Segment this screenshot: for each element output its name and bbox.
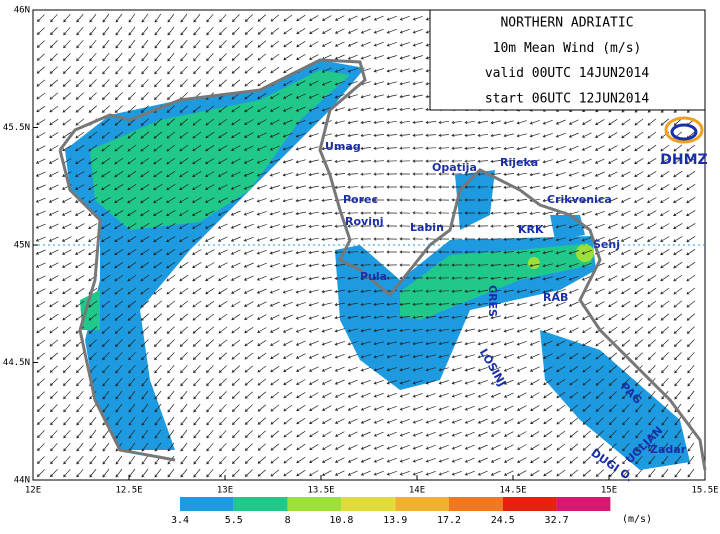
colorbar-label: 17.2 bbox=[437, 515, 461, 526]
place-label: Senj bbox=[593, 238, 620, 251]
colorbar-segment bbox=[556, 497, 611, 511]
zone-mid bbox=[400, 243, 592, 320]
place-label: Rovinj bbox=[345, 215, 384, 228]
y-tick-label: 45.5N bbox=[3, 123, 30, 133]
x-tick-label: 12.5E bbox=[115, 486, 142, 496]
place-label: Zadar bbox=[650, 443, 687, 456]
title-lines: NORTHERN ADRIATIC 10m Mean Wind (m/s) vali… bbox=[485, 16, 650, 107]
zone-high bbox=[528, 257, 540, 269]
title-line: 10m Mean Wind (m/s) bbox=[493, 41, 642, 56]
y-tick-label: 44N bbox=[14, 476, 30, 486]
wind-arrows bbox=[35, 13, 696, 478]
x-tick-label: 15E bbox=[601, 486, 617, 496]
colorbar-segment bbox=[233, 497, 288, 511]
colorbar-label: 3.4 bbox=[171, 515, 189, 526]
colorbar-label: 24.5 bbox=[491, 515, 515, 526]
colorbar-segment bbox=[287, 497, 342, 511]
colorbar-segment bbox=[502, 497, 557, 511]
x-tick-label: 14E bbox=[409, 486, 425, 496]
colorbar-label: 13.9 bbox=[383, 515, 407, 526]
place-label: Labin bbox=[410, 221, 444, 234]
zone-low bbox=[540, 330, 690, 470]
colorbar-segment bbox=[449, 497, 503, 511]
title-line: NORTHERN ADRIATIC bbox=[500, 16, 633, 31]
colorbar-label: 8 bbox=[285, 515, 291, 526]
place-label: Rijeka bbox=[500, 156, 538, 169]
y-tick-label: 44.5N bbox=[3, 358, 30, 368]
colorbar-segment bbox=[341, 497, 396, 511]
y-tick-label: 45N bbox=[14, 241, 30, 251]
colorbar-unit: (m/s) bbox=[622, 514, 652, 525]
logo-text: DHMZ bbox=[660, 152, 707, 168]
colorbar-segment bbox=[180, 497, 234, 511]
place-label: Crikvenica bbox=[547, 193, 612, 206]
coastline bbox=[58, 58, 707, 471]
logo-arc bbox=[664, 116, 704, 144]
colorbar-label: 10.8 bbox=[329, 515, 353, 526]
zone-mid bbox=[80, 290, 100, 330]
x-tick-label: 15.5E bbox=[691, 486, 718, 496]
place-label: KRK bbox=[518, 223, 544, 236]
x-tick-label: 14.5E bbox=[499, 486, 526, 496]
colorbar-label: 5.5 bbox=[225, 515, 243, 526]
x-tick-label: 13.5E bbox=[307, 486, 334, 496]
place-label: Opatija bbox=[432, 161, 477, 174]
place-label: Porec bbox=[343, 193, 378, 206]
x-tick-label: 13E bbox=[217, 486, 233, 496]
y-tick-label: 46N bbox=[14, 6, 30, 16]
title-line: start 06UTC 12JUN2014 bbox=[485, 91, 650, 106]
colorbar-label: 32.7 bbox=[545, 515, 569, 526]
colorbar-segment bbox=[395, 497, 449, 511]
zone-low bbox=[455, 170, 585, 240]
title-box bbox=[429, 9, 706, 111]
logo-arc bbox=[670, 123, 698, 141]
x-tick-label: 12E bbox=[25, 486, 41, 496]
title-line: valid 00UTC 14JUN2014 bbox=[485, 66, 650, 81]
logo-icon bbox=[664, 116, 704, 144]
place-label: Pula bbox=[360, 270, 387, 283]
place-label: Umag bbox=[325, 140, 361, 153]
place-label: RAB bbox=[543, 291, 568, 304]
place-label: CRES bbox=[486, 285, 499, 317]
